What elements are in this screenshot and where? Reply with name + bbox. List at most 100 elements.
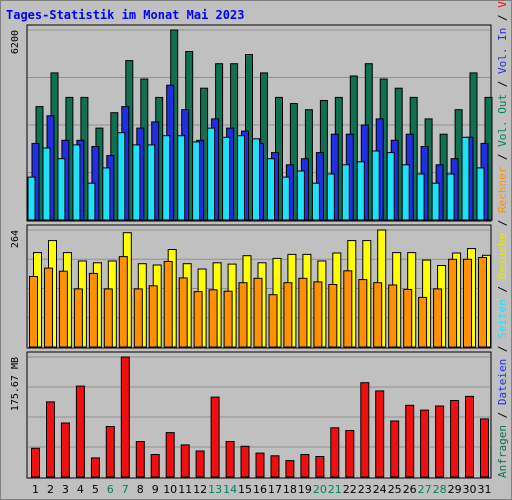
bar-volumen-day-22 [345,430,355,478]
day-label-9: 9 [152,483,159,496]
legend-part-11: / [496,74,509,94]
day-label-11: 11 [178,483,192,496]
bar-rechner-day-9 [148,285,158,348]
bar-seiten-day-6 [102,167,111,221]
bar-seiten-day-14 [222,136,231,221]
day-label-26: 26 [403,483,417,496]
day-label-23: 23 [358,483,372,496]
bar-rechner-day-14 [223,290,233,348]
day-label-31: 31 [478,483,492,496]
bar-volumen-day-28 [435,405,445,478]
bar-volumen-day-26 [405,404,415,478]
bar-rechner-day-12 [193,291,203,348]
bar-rechner-day-23 [358,279,368,348]
bar-volumen-day-9 [150,454,160,478]
bar-seiten-day-26 [401,164,410,221]
day-label-1: 1 [32,483,39,496]
bar-volumen-day-19 [300,454,310,478]
bar-seiten-day-19 [296,170,305,221]
day-label-13: 13 [208,483,222,496]
legend-part-13: / [496,8,509,28]
chart-title: Tages-Statistik im Monat Mai 2023 [6,8,244,22]
y-max-label-volume: 175.67 MB [10,357,21,411]
bar-rechner-day-6 [103,288,113,348]
day-label-17: 17 [268,483,282,496]
bar-rechner-day-10 [163,261,173,348]
bar-rechner-day-25 [388,284,398,348]
day-label-6: 6 [107,483,114,496]
day-label-7: 7 [122,483,129,496]
bar-volumen-day-6 [105,426,115,478]
bar-seiten-day-29 [446,173,455,221]
bar-volumen-day-11 [180,444,190,478]
bar-volumen-day-31 [480,418,489,478]
bar-volumen-day-5 [90,457,100,478]
day-label-3: 3 [62,483,69,496]
day-label-20: 20 [313,483,327,496]
bar-rechner-day-7 [118,256,128,348]
bar-rechner-day-1 [29,276,38,348]
bar-rechner-day-13 [208,289,218,348]
bar-seiten-day-31 [476,167,485,221]
bar-volumen-day-25 [390,420,400,478]
y-max-label-visits: 264 [10,230,21,248]
day-label-24: 24 [373,483,387,496]
day-label-10: 10 [163,483,177,496]
legend-part-5: / [496,279,509,299]
bar-rechner-day-15 [238,282,248,348]
bar-volumen-day-20 [315,456,325,478]
bar-seiten-day-17 [267,158,275,221]
bar-seiten-day-8 [132,144,141,221]
bar-seiten-day-16 [252,138,260,221]
day-label-16: 16 [253,483,267,496]
bar-volumen-day-7 [120,356,130,478]
bar-seiten-day-25 [386,152,395,221]
bar-seiten-day-7 [117,132,126,221]
legend-part-2: Dateien [496,359,509,405]
legend-part-3: / [496,339,509,359]
bar-seiten-day-15 [237,135,245,221]
bar-volumen-day-29 [450,400,460,478]
bar-volumen-day-4 [75,385,85,478]
bar-volumen-day-21 [330,427,340,478]
bar-seiten-day-28 [431,182,440,221]
bar-volumen-day-15 [240,445,250,478]
bar-seiten-day-4 [72,144,81,221]
legend-part-8: Rechner [496,166,509,213]
bar-rechner-day-2 [44,267,53,348]
bar-volumen-day-1 [31,447,40,478]
legend-part-7: / [496,213,509,233]
legend-part-12: Vol. In [496,28,509,74]
legend-part-14: Volumen [496,0,509,8]
bar-rechner-day-21 [328,284,338,348]
bar-rechner-day-4 [73,288,83,348]
legend-part-4: Seiten [496,299,509,339]
day-label-19: 19 [298,483,312,496]
bar-volumen-day-14 [225,441,235,478]
bar-rechner-day-28 [433,288,443,348]
bar-rechner-day-24 [373,282,383,348]
bar-rechner-day-8 [133,288,143,348]
bar-seiten-day-24 [371,150,380,221]
bar-volumen-day-23 [360,382,370,478]
legend-part-6: Besuche [496,233,509,279]
bar-rechner-day-3 [58,270,68,348]
legend-part-9: / [496,147,509,167]
bar-rechner-day-22 [343,270,353,348]
bar-seiten-day-11 [177,135,186,221]
bar-volumen-day-13 [210,396,220,478]
bar-rechner-day-29 [448,258,458,348]
bar-rechner-day-18 [283,282,293,348]
day-label-5: 5 [92,483,99,496]
bar-volumen-day-2 [46,401,55,478]
day-label-14: 14 [223,483,237,496]
day-label-30: 30 [463,483,477,496]
bar-seiten-day-27 [416,173,425,221]
bar-rechner-day-26 [403,288,413,348]
day-label-22: 22 [343,483,357,496]
day-label-29: 29 [448,483,462,496]
bar-seiten-day-21 [326,173,335,221]
bar-volumen-day-8 [135,441,145,478]
day-label-15: 15 [238,483,252,496]
